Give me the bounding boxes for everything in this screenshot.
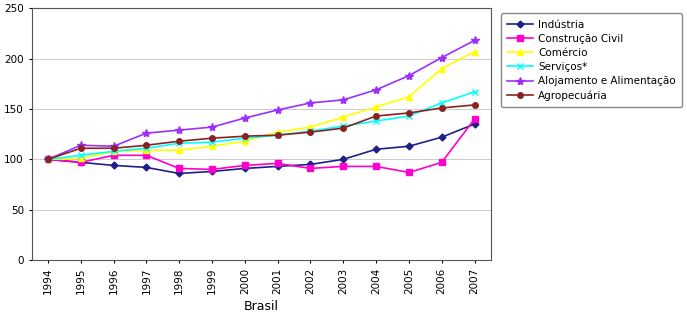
Construção Civil: [142, 153, 150, 157]
Comércio: [405, 95, 413, 99]
Line: Serviços*: Serviços*: [45, 88, 478, 163]
Alojamento e Alimentação: [240, 116, 249, 120]
Indústria: [471, 122, 479, 126]
Alojamento e Alimentação: [77, 143, 85, 147]
Construção Civil: [471, 117, 479, 121]
Agropecuária: [109, 146, 117, 150]
Indústria: [77, 160, 85, 164]
Serviços*: [405, 114, 413, 118]
X-axis label: Brasil: Brasil: [244, 300, 279, 313]
Serviços*: [175, 141, 183, 145]
Alojamento e Alimentação: [44, 158, 52, 161]
Comércio: [372, 105, 380, 109]
Indústria: [438, 135, 446, 139]
Agropecuária: [372, 114, 380, 118]
Construção Civil: [175, 166, 183, 170]
Alojamento e Alimentação: [273, 108, 282, 112]
Indústria: [208, 170, 216, 173]
Comércio: [175, 148, 183, 152]
Serviços*: [44, 158, 52, 161]
Alojamento e Alimentação: [306, 101, 315, 105]
Comércio: [142, 148, 150, 152]
Alojamento e Alimentação: [142, 131, 150, 135]
Serviços*: [208, 140, 216, 144]
Comércio: [240, 139, 249, 143]
Agropecuária: [142, 143, 150, 147]
Indústria: [109, 164, 117, 167]
Construção Civil: [208, 167, 216, 171]
Agropecuária: [77, 146, 85, 150]
Indústria: [306, 163, 315, 166]
Alojamento e Alimentação: [372, 88, 380, 92]
Line: Agropecuária: Agropecuária: [45, 102, 477, 162]
Agropecuária: [273, 133, 282, 137]
Agropecuária: [438, 106, 446, 110]
Comércio: [306, 125, 315, 129]
Line: Comércio: Comércio: [45, 49, 477, 162]
Indústria: [372, 147, 380, 151]
Alojamento e Alimentação: [471, 39, 479, 42]
Serviços*: [109, 149, 117, 153]
Agropecuária: [175, 139, 183, 143]
Agropecuária: [471, 103, 479, 107]
Agropecuária: [339, 126, 348, 130]
Alojamento e Alimentação: [405, 74, 413, 78]
Comércio: [77, 157, 85, 160]
Indústria: [44, 158, 52, 161]
Serviços*: [142, 146, 150, 150]
Indústria: [339, 158, 348, 161]
Agropecuária: [306, 130, 315, 134]
Agropecuária: [44, 158, 52, 161]
Legend: Indústria, Construção Civil, Comércio, Serviços*, Alojamento e Alimentação, Agro: Indústria, Construção Civil, Comércio, S…: [501, 13, 682, 107]
Construção Civil: [109, 153, 117, 157]
Indústria: [142, 165, 150, 169]
Indústria: [175, 171, 183, 175]
Comércio: [44, 158, 52, 161]
Agropecuária: [405, 111, 413, 115]
Serviços*: [240, 136, 249, 140]
Indústria: [240, 166, 249, 170]
Construção Civil: [306, 166, 315, 170]
Alojamento e Alimentação: [175, 128, 183, 132]
Comércio: [471, 49, 479, 53]
Alojamento e Alimentação: [438, 56, 446, 60]
Comércio: [339, 115, 348, 119]
Comércio: [273, 130, 282, 134]
Construção Civil: [372, 165, 380, 168]
Serviços*: [471, 90, 479, 94]
Serviços*: [339, 124, 348, 128]
Construção Civil: [405, 171, 413, 174]
Line: Alojamento e Alimentação: Alojamento e Alimentação: [44, 36, 479, 164]
Serviços*: [273, 133, 282, 137]
Indústria: [405, 144, 413, 148]
Serviços*: [438, 101, 446, 105]
Alojamento e Alimentação: [208, 125, 216, 129]
Serviços*: [306, 129, 315, 133]
Alojamento e Alimentação: [339, 98, 348, 102]
Comércio: [208, 144, 216, 148]
Alojamento e Alimentação: [109, 144, 117, 148]
Construção Civil: [339, 165, 348, 168]
Line: Construção Civil: Construção Civil: [45, 116, 477, 175]
Construção Civil: [273, 161, 282, 165]
Serviços*: [77, 153, 85, 157]
Construção Civil: [240, 164, 249, 167]
Comércio: [109, 149, 117, 153]
Line: Indústria: Indústria: [45, 122, 477, 176]
Indústria: [273, 165, 282, 168]
Construção Civil: [77, 160, 85, 164]
Construção Civil: [44, 158, 52, 161]
Comércio: [438, 67, 446, 71]
Agropecuária: [208, 136, 216, 140]
Construção Civil: [438, 160, 446, 164]
Serviços*: [372, 119, 380, 123]
Agropecuária: [240, 134, 249, 138]
